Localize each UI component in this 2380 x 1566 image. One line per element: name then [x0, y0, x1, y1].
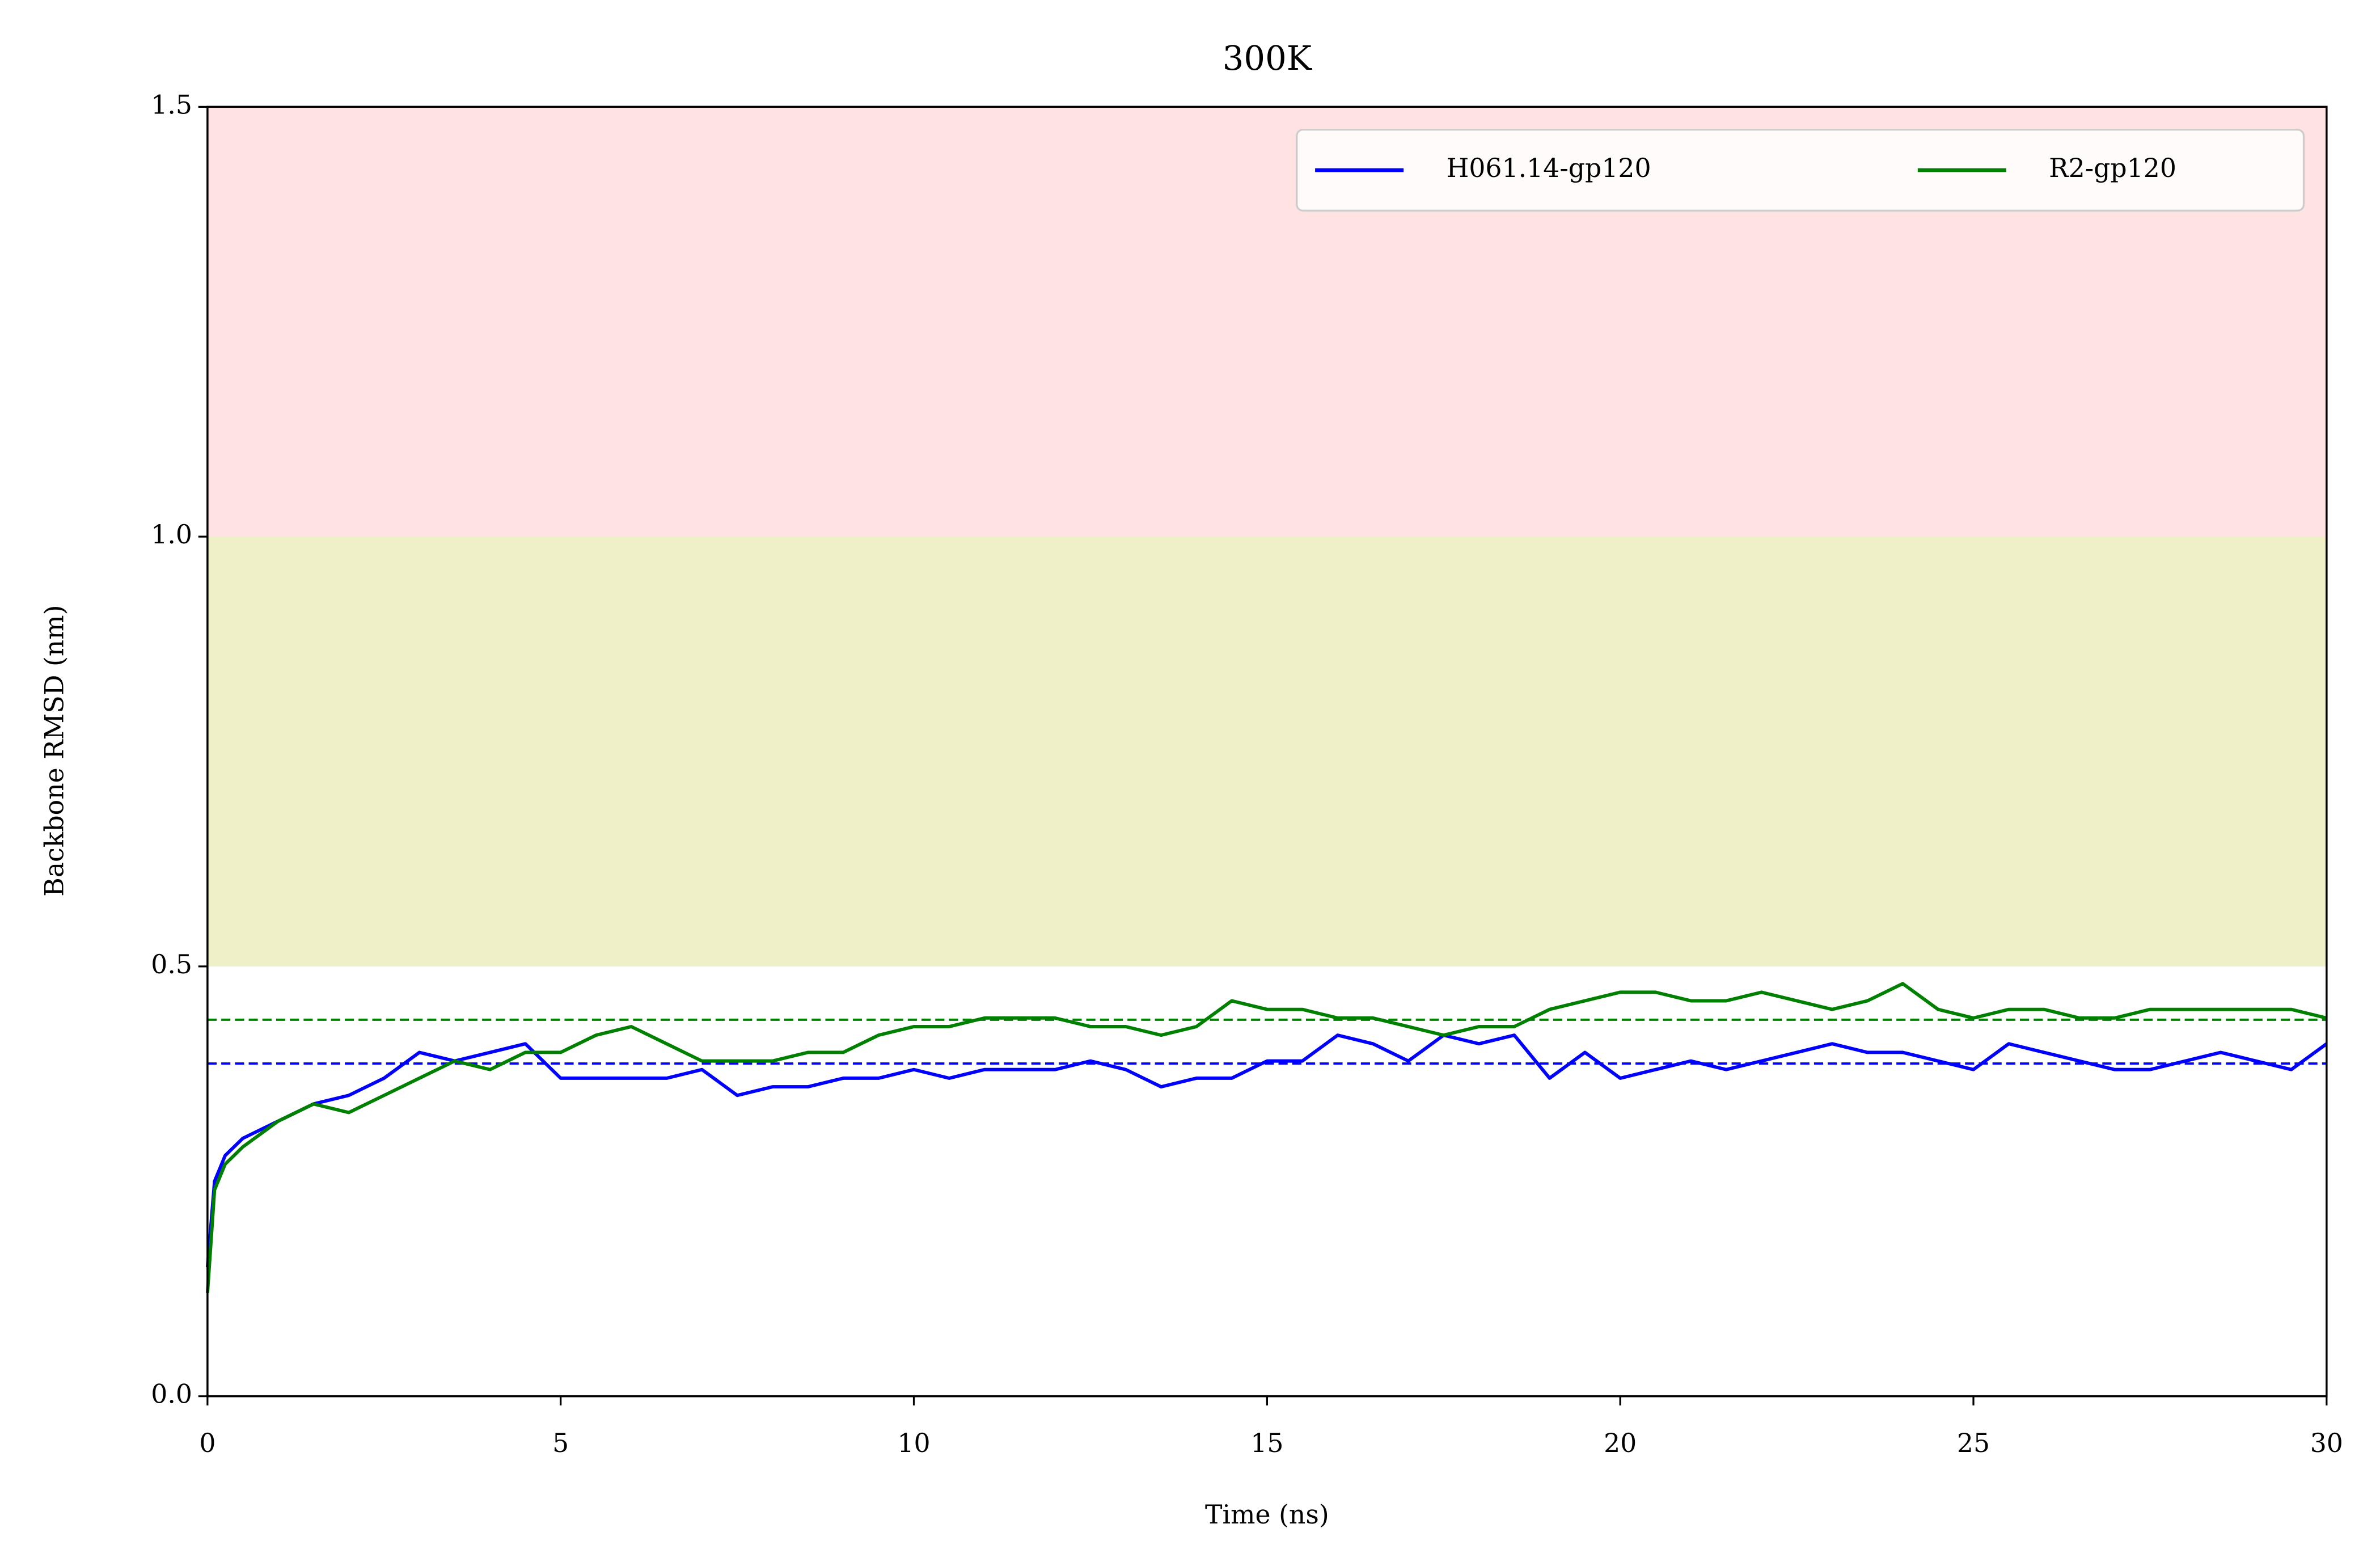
y-tick-label: 0.5 [151, 949, 192, 980]
x-tick-label: 10 [897, 1428, 930, 1458]
legend-box [1296, 129, 2305, 212]
y-tick-label: 1.5 [151, 90, 192, 120]
series-line [205, 1033, 2328, 1268]
x-tick-label: 15 [1250, 1428, 1283, 1458]
x-tick-label: 20 [1604, 1428, 1637, 1458]
x-tick-label: 0 [199, 1428, 215, 1458]
y-axis-label: Backbone RMSD (nm) [40, 605, 70, 897]
x-tick-label: 5 [552, 1428, 569, 1458]
legend-label: H061.14-gp120 [1446, 153, 1651, 183]
x-tick-label: 30 [2310, 1428, 2343, 1458]
chart-title: 300K [1223, 39, 1313, 78]
y-tick-label: 0.0 [151, 1379, 192, 1409]
band [207, 537, 2327, 966]
x-tick-label: 25 [1957, 1428, 1990, 1458]
series-line [205, 982, 2327, 1294]
legend-label: R2-gp120 [2049, 153, 2176, 183]
y-tick-label: 1.0 [151, 520, 192, 550]
x-axis-label: Time (ns) [1205, 1500, 1329, 1530]
